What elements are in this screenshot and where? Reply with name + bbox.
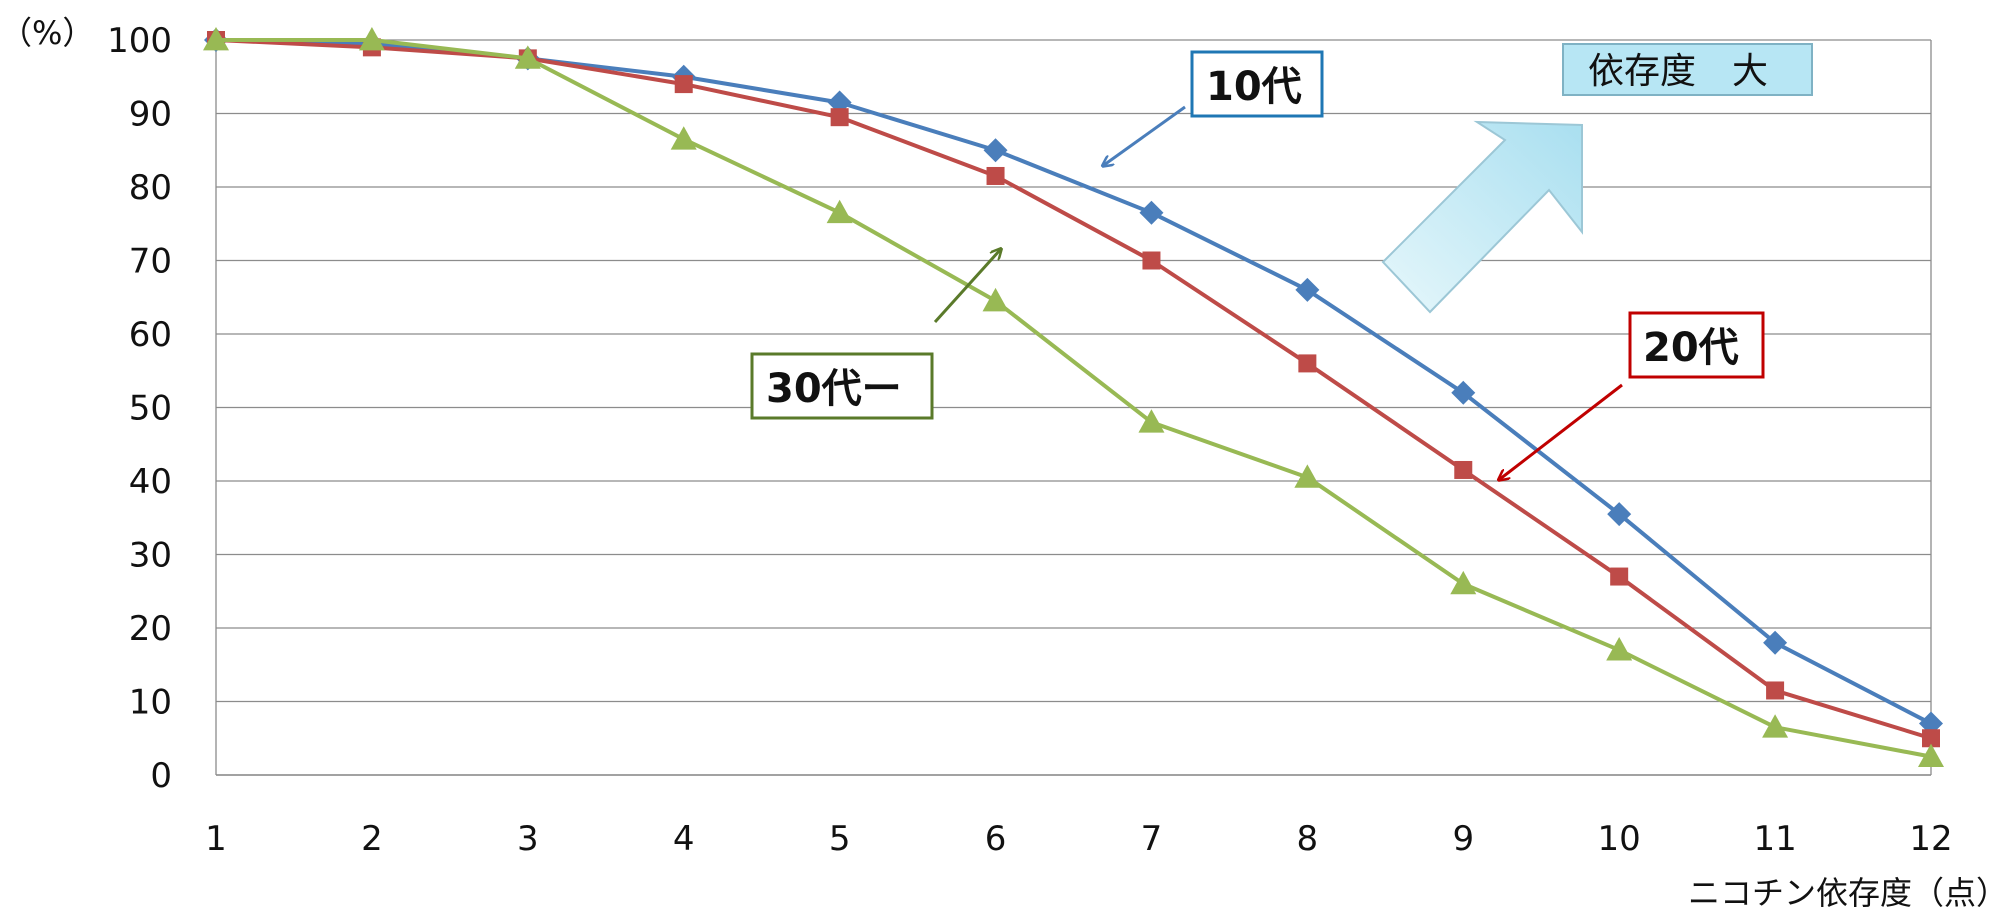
data-point-square bbox=[830, 108, 849, 127]
data-point-diamond bbox=[1139, 200, 1164, 225]
y-tick-label: 40 bbox=[129, 462, 172, 502]
y-axis-unit-label: （%） bbox=[0, 14, 94, 52]
data-point-square bbox=[1766, 681, 1785, 700]
gridlines bbox=[215, 39, 1932, 776]
series-1 bbox=[204, 28, 1943, 736]
data-point-triangle bbox=[514, 45, 541, 69]
x-tick-label: 4 bbox=[673, 819, 695, 859]
callout-10s-label: 10代 bbox=[1206, 64, 1302, 110]
data-point-triangle bbox=[826, 199, 853, 224]
data-point-triangle bbox=[1762, 714, 1789, 738]
x-tick-labels: 1 2 3 4 5 6 7 8 9 10 11 12 bbox=[205, 819, 1952, 859]
data-point-triangle bbox=[1606, 637, 1633, 661]
dependence-note-text: 依存度 大 bbox=[1588, 51, 1768, 92]
data-point-diamond bbox=[983, 138, 1008, 163]
x-tick-label: 11 bbox=[1753, 819, 1796, 859]
data-point-triangle bbox=[1138, 409, 1165, 433]
data-point-triangle bbox=[670, 126, 697, 150]
x-tick-label: 10 bbox=[1598, 819, 1641, 859]
x-axis-title: ニコチン依存度（点） bbox=[1688, 874, 2008, 912]
x-tick-label: 8 bbox=[1297, 819, 1319, 859]
callout-10s-pointer bbox=[1104, 105, 1186, 165]
x-tick-label: 1 bbox=[205, 819, 227, 859]
data-point-triangle bbox=[1294, 464, 1321, 488]
series-line bbox=[215, 38, 1932, 726]
data-point-square bbox=[1610, 567, 1629, 586]
callout-30s-label: 30代ー bbox=[766, 366, 902, 412]
callout-10s: 10代 bbox=[1104, 50, 1324, 165]
y-tick-label: 70 bbox=[129, 242, 172, 282]
x-tick-label: 2 bbox=[361, 819, 383, 859]
data-point-square bbox=[674, 75, 693, 94]
y-tick-label: 30 bbox=[129, 536, 172, 576]
data-point-triangle bbox=[982, 287, 1009, 312]
series-3 bbox=[203, 27, 1944, 768]
data-point-square bbox=[986, 166, 1005, 185]
data-point-square bbox=[1454, 460, 1473, 479]
data-point-triangle bbox=[358, 27, 385, 51]
series-line bbox=[215, 38, 1932, 741]
x-tick-label: 5 bbox=[829, 819, 851, 859]
x-tick-label: 6 bbox=[985, 819, 1007, 859]
x-tick-label: 3 bbox=[517, 819, 539, 859]
data-point-diamond bbox=[1763, 630, 1788, 655]
y-tick-label: 100 bbox=[107, 21, 172, 61]
callout-20s-pointer bbox=[1500, 383, 1623, 479]
y-tick-labels: 0 10 20 30 40 50 60 70 80 90 100 bbox=[107, 21, 172, 796]
data-point-diamond bbox=[1607, 502, 1632, 527]
series-2 bbox=[207, 31, 1940, 748]
dependence-note-box: 依存度 大 bbox=[1562, 43, 1813, 96]
x-tick-label: 9 bbox=[1452, 819, 1474, 859]
data-point-triangle bbox=[203, 27, 229, 51]
y-tick-label: 90 bbox=[129, 95, 172, 135]
data-point-diamond bbox=[1451, 380, 1476, 405]
callout-30s: 30代ー bbox=[750, 250, 1000, 420]
y-tick-label: 20 bbox=[129, 609, 172, 649]
series-line bbox=[216, 38, 1932, 759]
series-layer bbox=[203, 27, 1944, 768]
data-point-square bbox=[1298, 354, 1317, 373]
data-point-square bbox=[1142, 251, 1161, 270]
dependence-direction-arrow bbox=[1381, 120, 1583, 314]
callout-20s: 20代 bbox=[1500, 311, 1765, 479]
callout-20s-label: 20代 bbox=[1643, 325, 1739, 371]
y-tick-label: 0 bbox=[150, 756, 172, 796]
callout-30s-pointer bbox=[933, 250, 1000, 324]
data-point-triangle bbox=[1450, 570, 1477, 595]
data-point-square bbox=[1922, 729, 1940, 748]
y-tick-label: 80 bbox=[129, 168, 172, 208]
x-tick-label: 7 bbox=[1141, 819, 1163, 859]
y-tick-label: 10 bbox=[129, 683, 172, 723]
x-tick-label: 12 bbox=[1909, 819, 1952, 859]
data-point-triangle bbox=[1918, 743, 1944, 768]
data-point-diamond bbox=[1295, 277, 1320, 302]
y-tick-label: 50 bbox=[129, 389, 172, 429]
y-tick-label: 60 bbox=[129, 315, 172, 355]
